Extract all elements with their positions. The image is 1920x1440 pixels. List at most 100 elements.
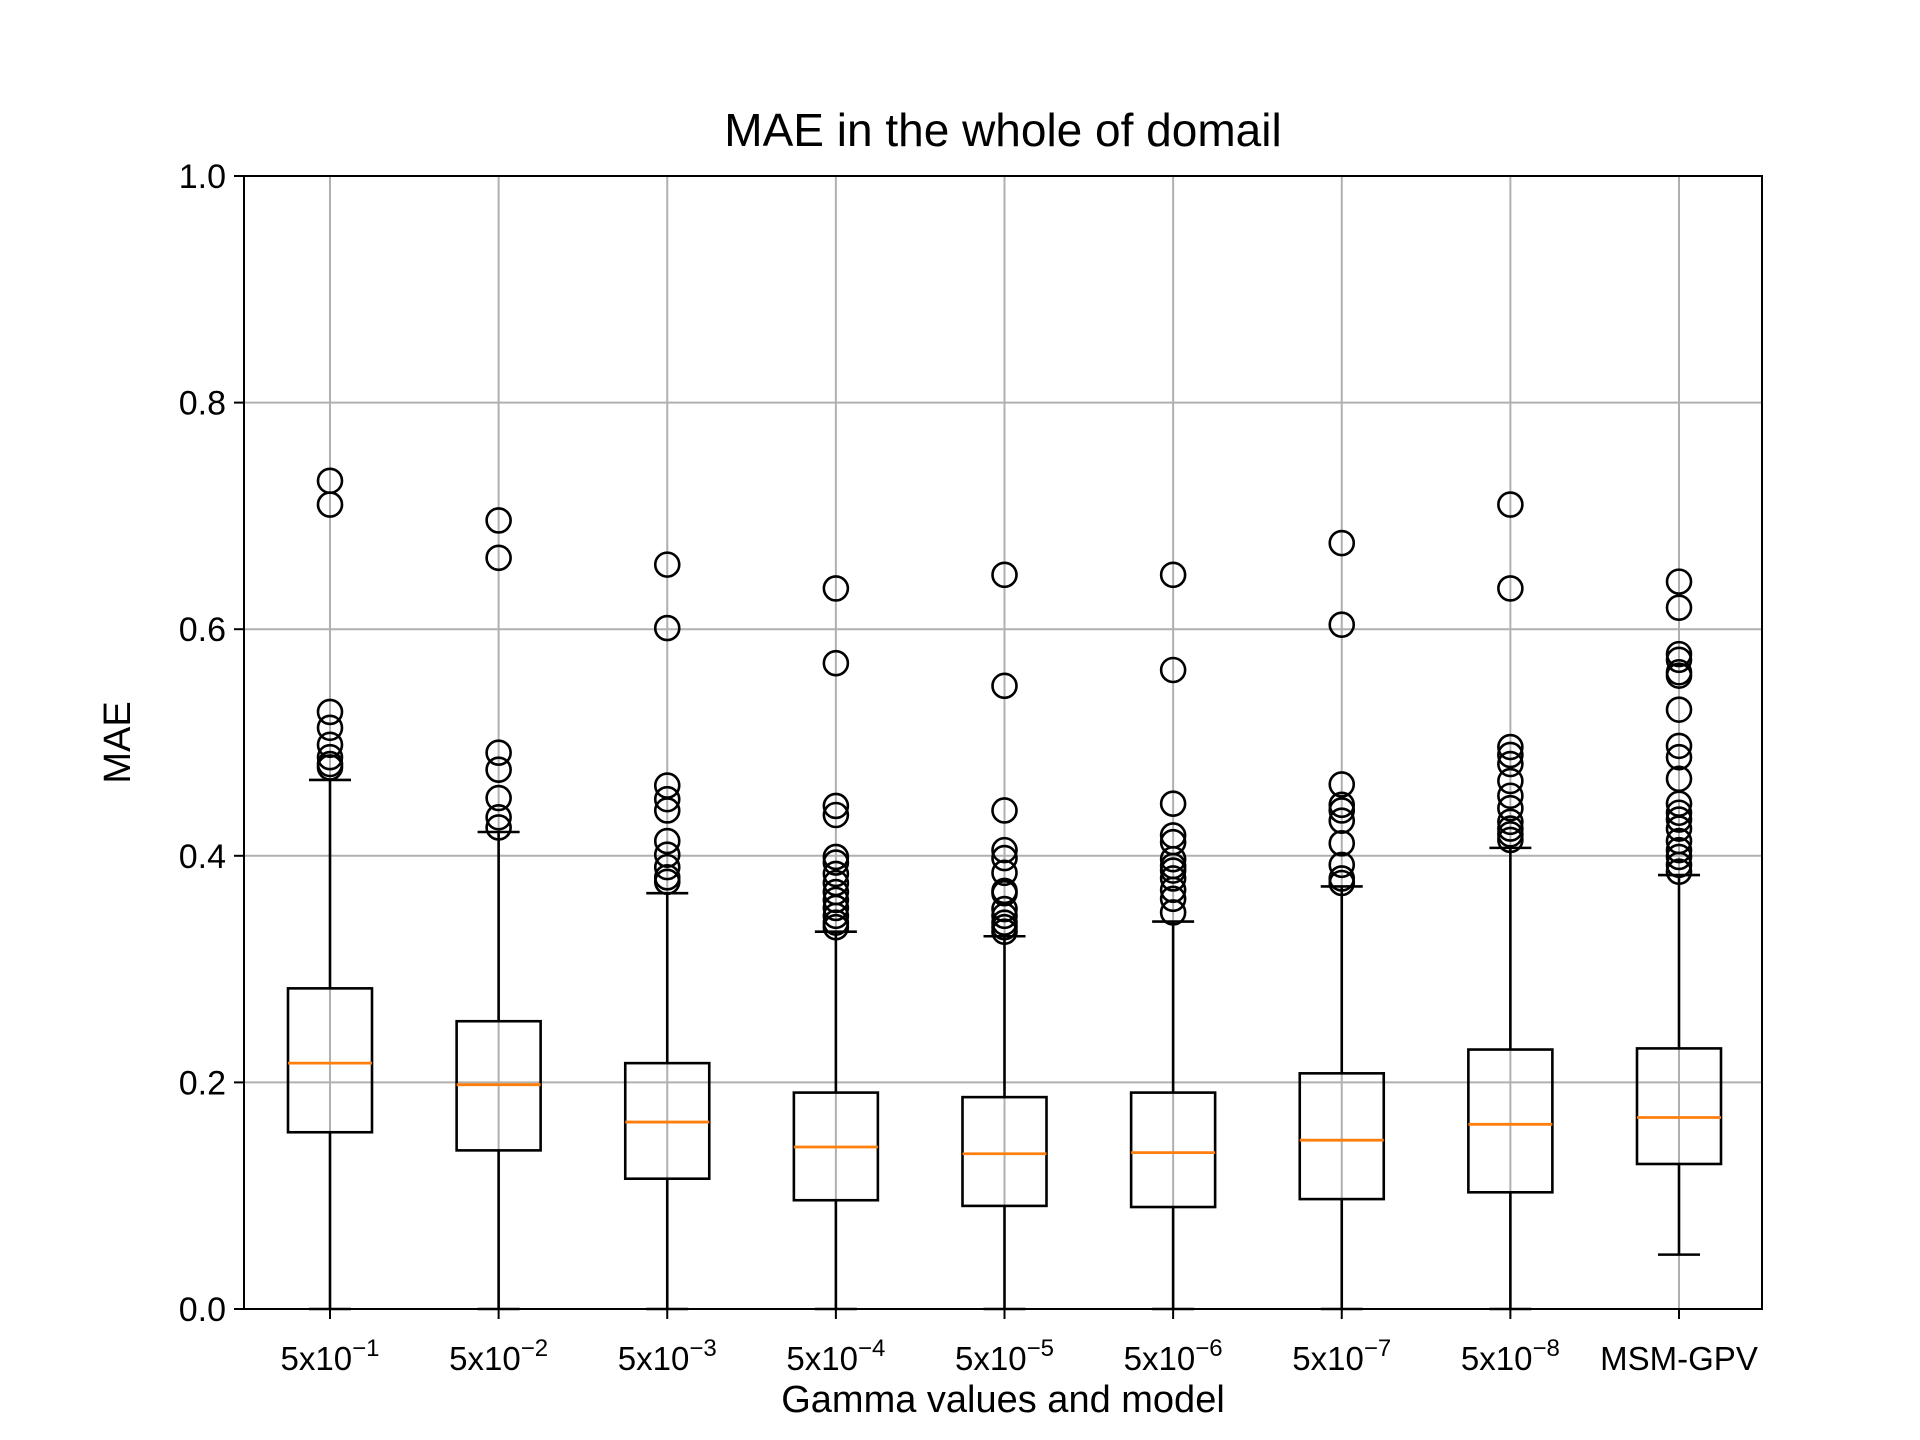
outlier-point	[1159, 790, 1187, 817]
outlier-point	[991, 836, 1018, 864]
outlier-point	[1159, 865, 1187, 892]
outlier-point	[822, 902, 850, 930]
box-group	[286, 467, 374, 1311]
outlier-point	[1665, 696, 1693, 723]
x-tick-label-exponent: −5	[1027, 1335, 1054, 1362]
x-tick-label-base: 5x10	[1292, 1340, 1364, 1377]
y-tick-label: 0.0	[179, 1291, 226, 1329]
outlier-point	[1497, 808, 1524, 836]
outlier-point	[316, 743, 344, 771]
outlier-point	[316, 714, 344, 742]
box-iqr	[286, 987, 374, 1134]
outlier-point	[991, 918, 1018, 946]
outlier-point	[1159, 656, 1187, 684]
outlier-point	[1497, 750, 1524, 778]
outlier-point	[1665, 732, 1693, 760]
box-group	[455, 507, 542, 1311]
outlier-point	[1159, 561, 1187, 589]
y-tick-label: 0.2	[179, 1064, 226, 1102]
outlier-point	[653, 551, 681, 578]
outlier-point	[1665, 806, 1693, 833]
x-tick-label-exponent: −3	[689, 1335, 716, 1362]
outlier-point	[1665, 662, 1693, 689]
outlier-point	[1159, 885, 1187, 913]
outlier-point	[822, 575, 850, 602]
outlier-point	[485, 803, 512, 831]
outlier-point	[1328, 807, 1356, 834]
x-tick-label-exponent: −1	[352, 1335, 379, 1362]
outlier-point	[822, 886, 850, 914]
outlier-point	[1497, 767, 1524, 795]
outlier-point	[822, 913, 850, 941]
outlier-point	[1328, 797, 1356, 824]
x-tick-label-exponent: −4	[858, 1335, 885, 1362]
outlier-point	[991, 844, 1018, 872]
x-tick-label: 5x10−4	[786, 1335, 885, 1377]
outlier-point	[653, 614, 681, 642]
outlier-point	[1328, 529, 1356, 557]
outlier-point	[1665, 815, 1693, 842]
outlier-point	[822, 860, 850, 888]
outlier-point	[485, 814, 512, 841]
x-tick-label: 5x10−8	[1461, 1335, 1560, 1377]
y-axis-label: MAE	[97, 701, 139, 783]
box-group	[1635, 568, 1723, 1256]
outlier-point	[1328, 869, 1356, 897]
x-tick-label: 5x10−2	[449, 1335, 548, 1377]
box-group	[961, 561, 1048, 1311]
chart-title: MAE in the whole of domail	[724, 104, 1281, 156]
outlier-point	[653, 868, 681, 896]
outlier-point	[991, 672, 1018, 700]
box-group	[792, 575, 880, 1311]
outlier-point	[1497, 575, 1524, 602]
box-iqr	[1129, 1091, 1217, 1209]
outlier-point	[485, 756, 512, 783]
outlier-point	[653, 841, 681, 868]
x-tick-label-base: 5x10	[786, 1340, 858, 1377]
outlier-point	[1497, 826, 1524, 854]
y-tick-label: 0.4	[179, 838, 226, 876]
outlier-point	[485, 739, 512, 766]
x-tick-label: MSM-GPV	[1600, 1340, 1758, 1377]
x-tick-label-exponent: −6	[1195, 1335, 1222, 1362]
y-tick-label: 1.0	[179, 158, 226, 196]
outlier-point	[1497, 741, 1524, 769]
x-tick-label: 5x10−7	[1292, 1335, 1391, 1377]
x-tick-label-exponent: −8	[1532, 1335, 1559, 1362]
outlier-point	[1665, 646, 1693, 674]
outlier-point	[316, 731, 344, 759]
outlier-point	[1665, 836, 1693, 864]
outlier-point	[991, 879, 1018, 907]
x-tick-label: 5x10−6	[1124, 1335, 1223, 1377]
outlier-point	[1665, 743, 1693, 771]
outlier-point	[653, 785, 681, 813]
x-axis-label: Gamma values and model	[781, 1379, 1225, 1421]
outlier-point	[485, 544, 512, 572]
x-tick-label-exponent: −7	[1364, 1335, 1391, 1362]
outlier-point	[991, 859, 1018, 887]
outlier-point	[822, 801, 850, 829]
outlier-point	[1159, 876, 1187, 904]
outlier-point	[1665, 799, 1693, 827]
x-tick-label-base: 5x10	[955, 1340, 1027, 1377]
box-group	[623, 551, 711, 1311]
outlier-point	[991, 902, 1018, 930]
outlier-point	[1497, 491, 1524, 518]
x-tick-label-base: 5x10	[1461, 1340, 1533, 1377]
box-iqr	[961, 1095, 1048, 1208]
box-iqr	[1467, 1048, 1554, 1194]
outlier-point	[653, 797, 681, 824]
x-tick-label: 5x10−1	[281, 1335, 380, 1377]
outlier-point	[991, 561, 1018, 589]
outlier-point	[1665, 851, 1693, 879]
x-tick-label: 5x10−3	[618, 1335, 717, 1377]
outlier-point	[991, 797, 1018, 824]
outlier-point	[1665, 858, 1693, 885]
outlier-point	[822, 649, 850, 677]
box-iqr	[1298, 1072, 1386, 1201]
outlier-point	[1328, 771, 1356, 798]
x-tick-label-base: 5x10	[281, 1340, 353, 1377]
outlier-point	[1665, 843, 1693, 871]
box-iqr	[1635, 1047, 1723, 1166]
